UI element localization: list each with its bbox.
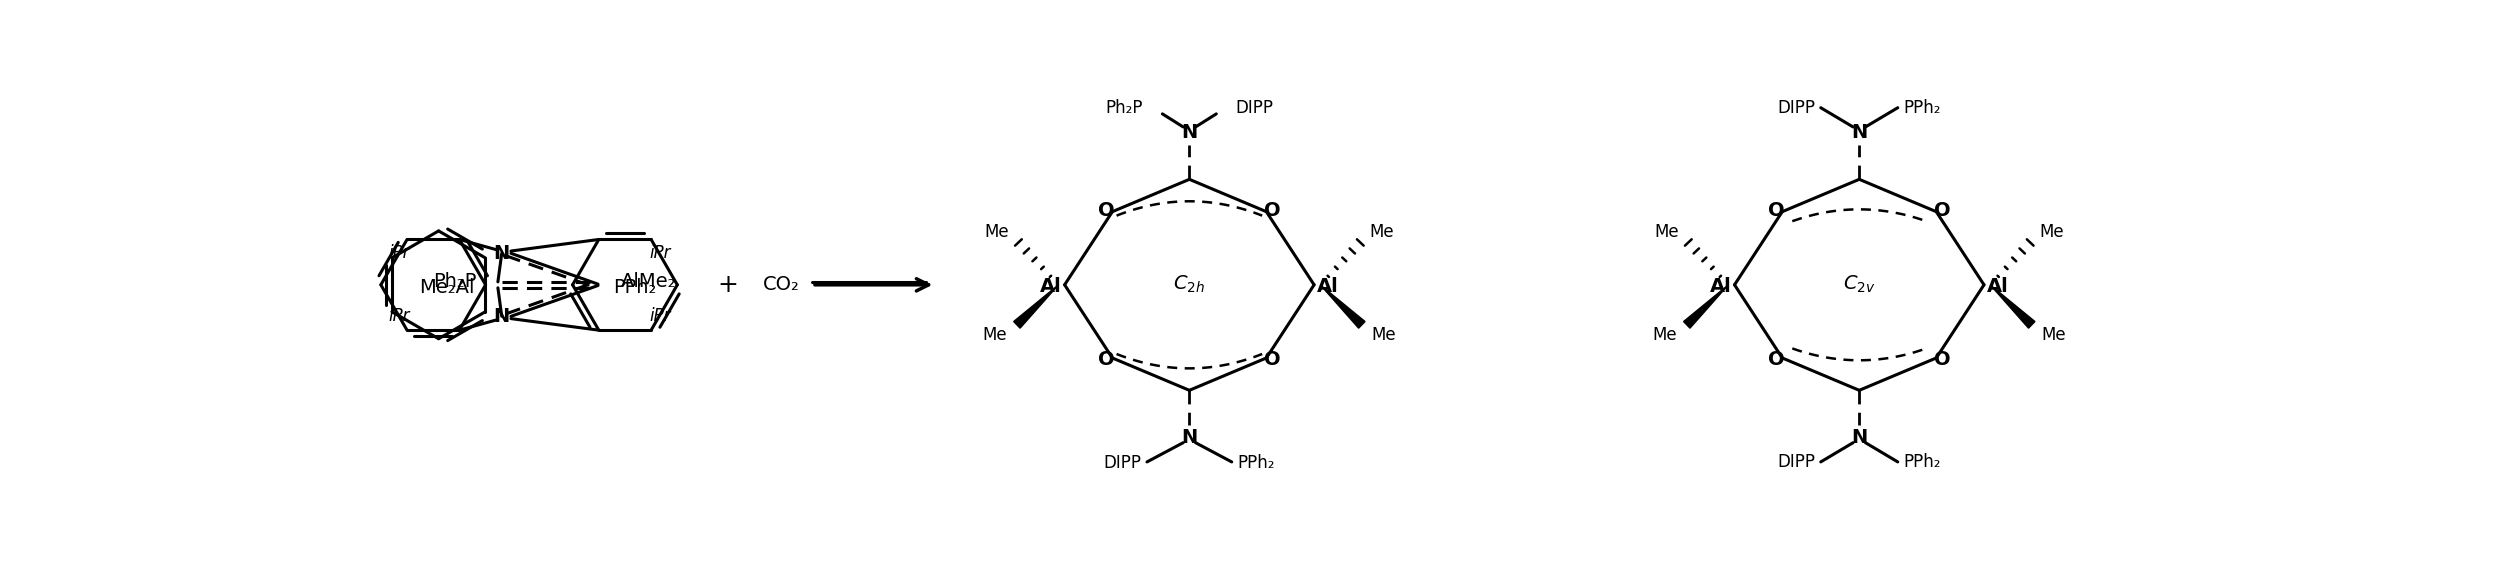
- Text: Me: Me: [2038, 223, 2063, 241]
- Text: iPr: iPr: [388, 307, 411, 325]
- Text: O: O: [1097, 201, 1114, 219]
- Text: O: O: [1933, 350, 1951, 369]
- Text: PPh₂: PPh₂: [1903, 453, 1941, 471]
- Text: Al: Al: [1317, 277, 1340, 296]
- Text: DIPP: DIPP: [1778, 453, 1815, 471]
- Text: O: O: [1265, 350, 1282, 369]
- Text: iPr: iPr: [388, 244, 411, 262]
- Text: N: N: [1182, 123, 1197, 142]
- Text: DIPP: DIPP: [1104, 455, 1142, 473]
- Text: PPh₂: PPh₂: [613, 279, 656, 297]
- Text: CO₂: CO₂: [764, 275, 799, 294]
- Text: Me: Me: [1655, 223, 1680, 241]
- Text: O: O: [1768, 201, 1785, 219]
- Text: DIPP: DIPP: [1234, 99, 1275, 117]
- Text: iPr: iPr: [649, 307, 671, 325]
- Text: Me: Me: [982, 326, 1007, 344]
- Text: PPh₂: PPh₂: [1903, 99, 1941, 117]
- Text: Me₂Al: Me₂Al: [418, 279, 476, 297]
- Text: +: +: [716, 273, 739, 297]
- Text: Ph₂P: Ph₂P: [433, 272, 476, 291]
- Text: AlMe₂: AlMe₂: [621, 272, 676, 291]
- Text: Me: Me: [1653, 326, 1678, 344]
- Text: N: N: [1850, 428, 1868, 447]
- Text: Al: Al: [1988, 277, 2008, 296]
- Text: Me: Me: [984, 223, 1009, 241]
- Text: DIPP: DIPP: [1778, 99, 1815, 117]
- Text: N: N: [1182, 428, 1197, 447]
- Text: $C_{2v}$: $C_{2v}$: [1843, 274, 1875, 296]
- Polygon shape: [1014, 285, 1059, 328]
- Polygon shape: [1991, 285, 2036, 328]
- Text: O: O: [1768, 350, 1785, 369]
- Text: N: N: [493, 307, 511, 326]
- Text: Me: Me: [2041, 326, 2066, 344]
- Text: Me: Me: [1370, 223, 1395, 241]
- Text: Ph₂P: Ph₂P: [1107, 99, 1144, 117]
- Text: Me: Me: [1372, 326, 1397, 344]
- Text: PPh₂: PPh₂: [1237, 455, 1275, 473]
- Polygon shape: [1683, 285, 1728, 328]
- Text: N: N: [1850, 123, 1868, 142]
- Text: iPr: iPr: [649, 244, 671, 262]
- Polygon shape: [1320, 285, 1365, 328]
- Text: Al: Al: [1710, 277, 1733, 296]
- Text: O: O: [1097, 350, 1114, 369]
- Text: Al: Al: [1039, 277, 1062, 296]
- Text: $C_{2h}$: $C_{2h}$: [1174, 274, 1204, 296]
- Text: O: O: [1933, 201, 1951, 219]
- Text: N: N: [493, 244, 511, 263]
- Text: O: O: [1265, 201, 1282, 219]
